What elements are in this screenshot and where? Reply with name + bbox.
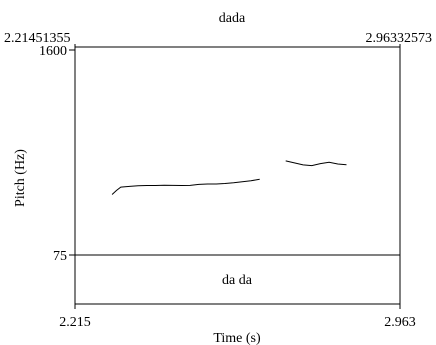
plot-frame	[74, 46, 401, 305]
x-end-label: 2.963	[384, 315, 416, 330]
x-start-label: 2.215	[59, 315, 91, 330]
window-start-label: 2.21451355	[4, 31, 71, 46]
pitch-series-layer	[111, 160, 347, 195]
x-axis-title: Time (s)	[213, 331, 261, 345]
y-bottom-label: 75	[53, 249, 67, 264]
interval-text: da da	[222, 273, 253, 288]
y-top-label: 1600	[39, 44, 67, 59]
window-end-label: 2.96332573	[366, 31, 433, 46]
pitch-contour-2	[285, 160, 347, 167]
tier-label: dada	[219, 11, 246, 26]
y-axis-title: Pitch (Hz)	[13, 149, 28, 207]
pitch-contour-1	[111, 178, 260, 195]
